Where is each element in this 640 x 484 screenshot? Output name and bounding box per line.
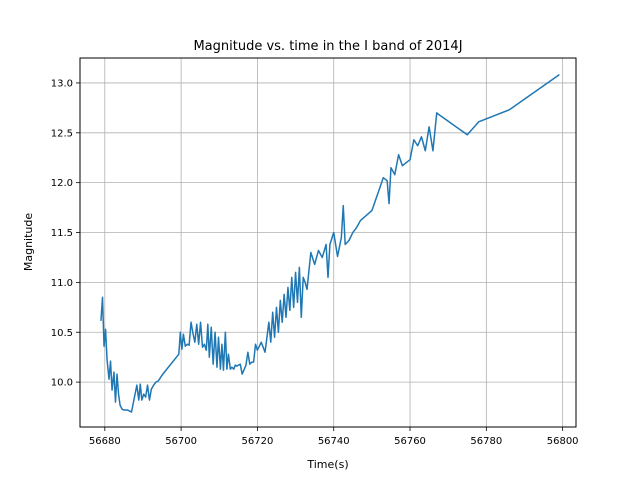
- series-line: [100, 74, 560, 413]
- x-tick-label: 56780: [470, 436, 502, 447]
- x-axis-label: Time(s): [306, 458, 348, 471]
- x-tick-label: 56740: [318, 436, 350, 447]
- y-tick-label: 13.0: [51, 78, 73, 89]
- x-tick-label: 56680: [89, 436, 121, 447]
- y-tick-label: 11.5: [51, 228, 73, 239]
- x-tick-label: 56720: [242, 436, 274, 447]
- plot-frame: [79, 57, 577, 428]
- y-tick-label: 11.0: [51, 278, 73, 289]
- ticks: 56680 56700 56720 56740 56760 56780 56800 10.0 1…: [51, 78, 579, 447]
- y-tick-label: 12.0: [51, 178, 73, 189]
- x-tick-label: 56800: [547, 436, 579, 447]
- y-tick-label: 10.0: [51, 378, 73, 389]
- y-axis-label: Magnitude: [22, 213, 35, 272]
- chart-title: Magnitude vs. time in the I band of 2014…: [193, 39, 462, 54]
- y-tick-label: 10.5: [51, 328, 73, 339]
- y-tick-label: 12.5: [51, 128, 73, 139]
- series-layer: [100, 74, 560, 413]
- x-tick-label: 56700: [165, 436, 197, 447]
- x-tick-label: 56760: [394, 436, 426, 447]
